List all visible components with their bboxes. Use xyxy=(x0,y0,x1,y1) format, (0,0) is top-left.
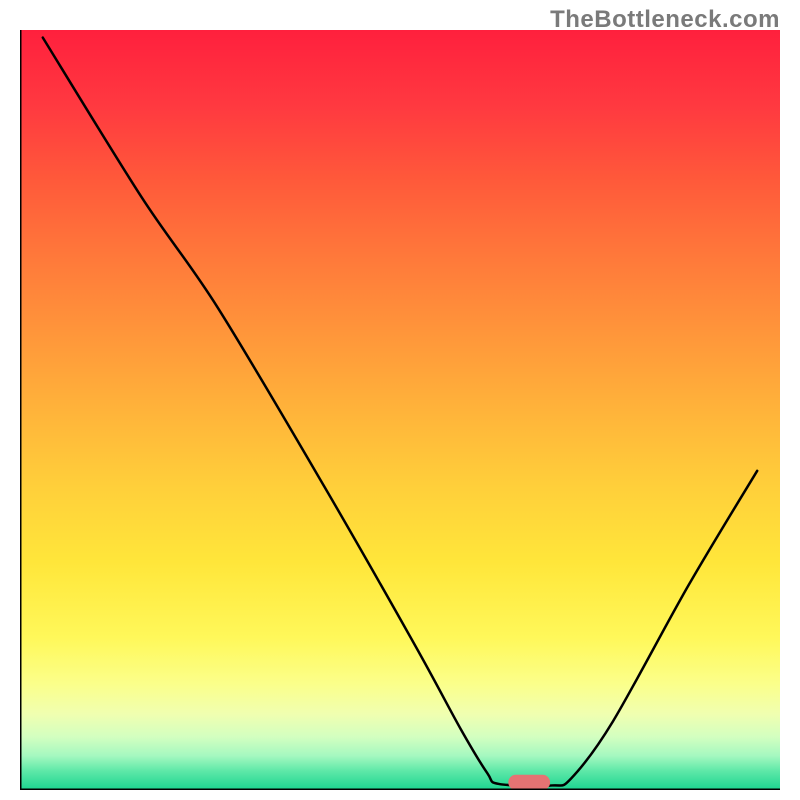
chart-svg xyxy=(20,30,780,790)
chart-container: TheBottleneck.com xyxy=(0,0,800,800)
chart-background xyxy=(20,30,780,790)
optimal-marker xyxy=(508,775,550,790)
bottleneck-chart xyxy=(20,30,780,790)
